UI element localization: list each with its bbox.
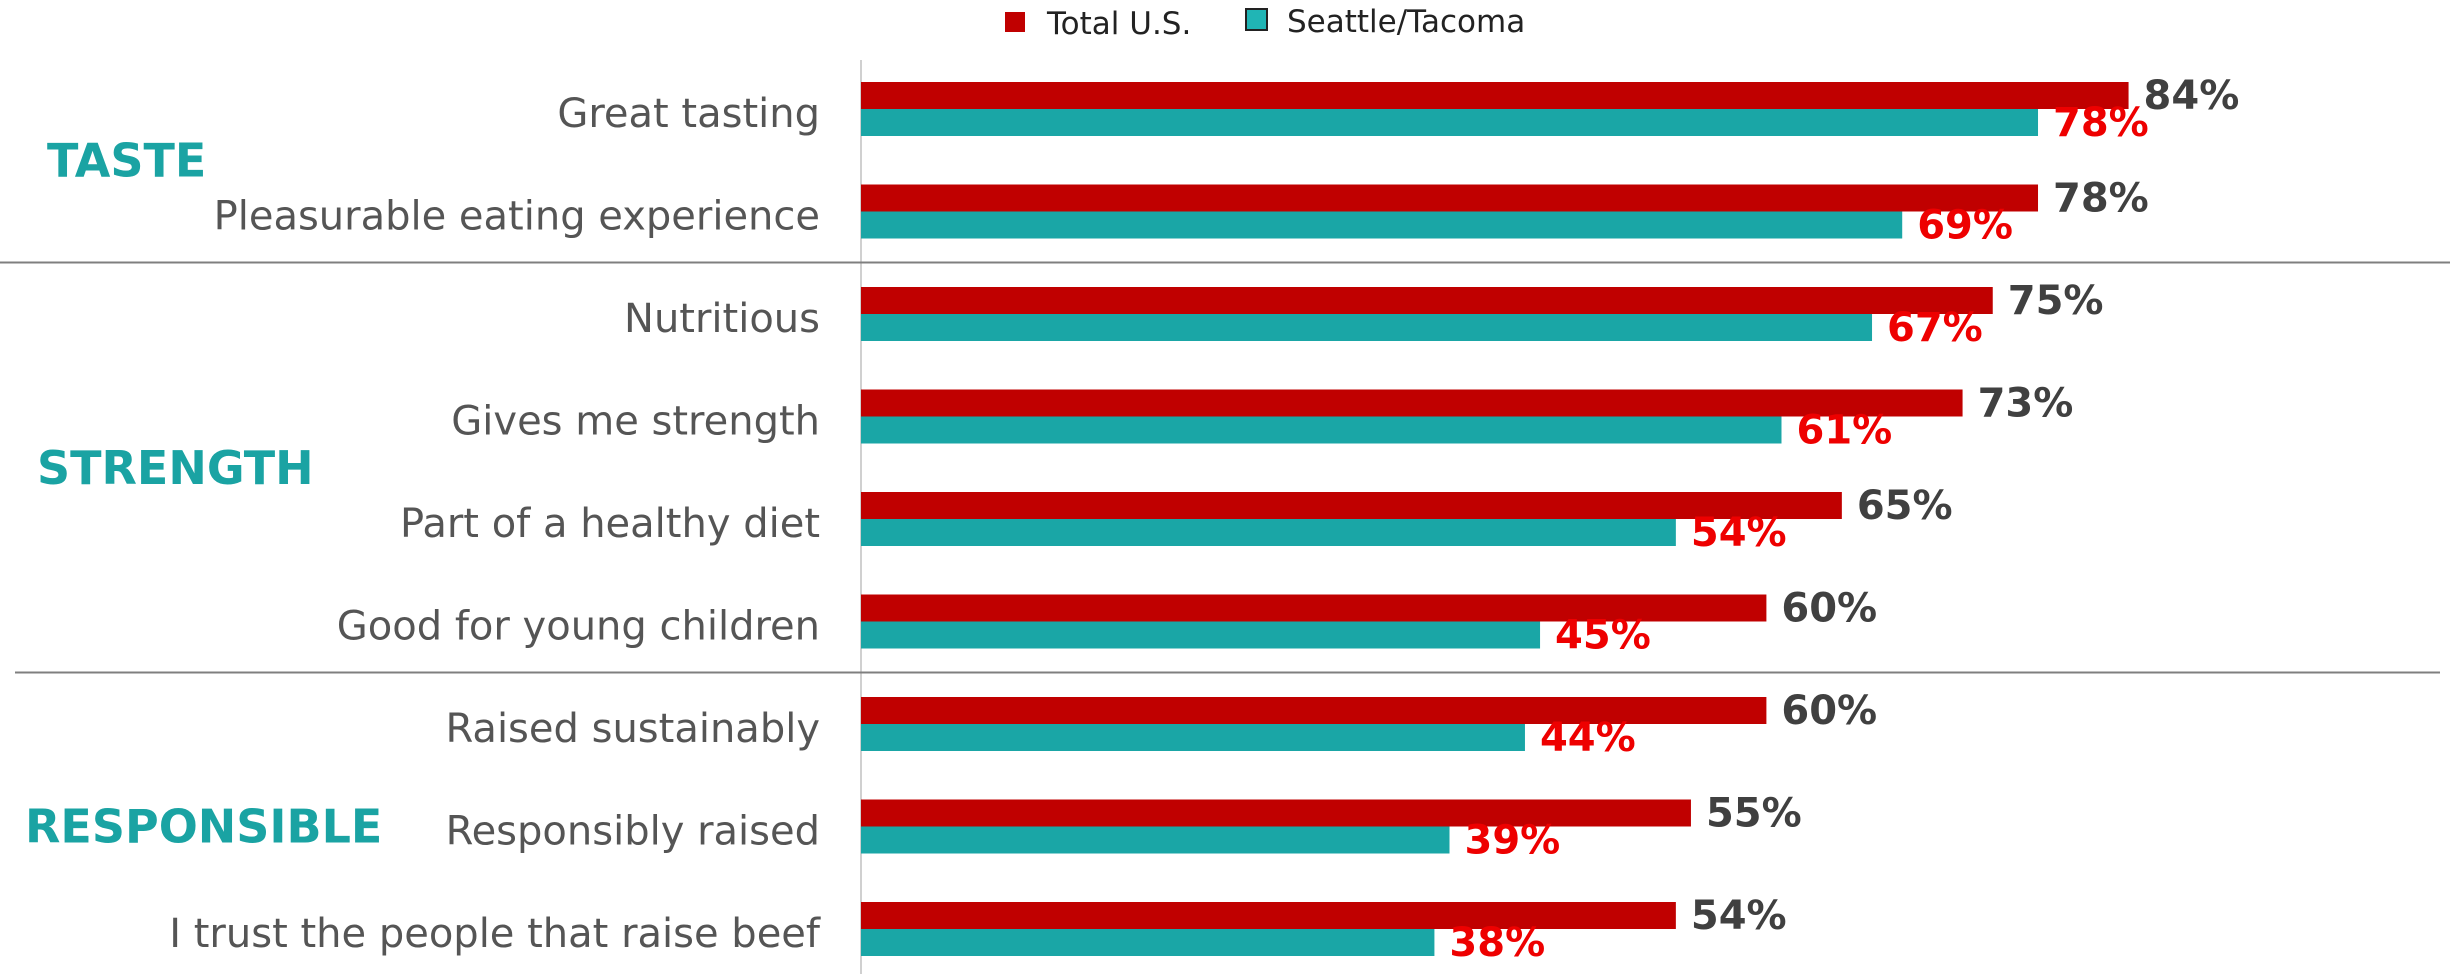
value-label-total: 78% bbox=[2053, 176, 2149, 222]
bar-total-us bbox=[861, 287, 1993, 314]
legend: Total U.S. Seattle/Tacoma bbox=[1005, 4, 1525, 42]
bar-total-us bbox=[861, 697, 1767, 724]
value-label-total: 54% bbox=[1691, 893, 1787, 939]
category-labels: Great tasting Pleasurable eating experien… bbox=[169, 91, 821, 957]
group-dividers bbox=[0, 261, 2450, 674]
value-label-total: 60% bbox=[1781, 586, 1877, 632]
category-label: Raised sustainably bbox=[446, 706, 820, 752]
category-label: Great tasting bbox=[557, 91, 820, 137]
category-label: Pleasurable eating experience bbox=[214, 194, 820, 240]
value-label-seattle: 54% bbox=[1691, 510, 1787, 556]
bar-total-us bbox=[861, 389, 1963, 417]
value-label-total: 60% bbox=[1781, 688, 1877, 734]
bar-seattle-tacoma bbox=[861, 826, 1450, 854]
value-labels: 84%78%78%69%75%67%73%61%65%54%60%45%60%4… bbox=[1449, 73, 2239, 966]
bar-total-us bbox=[861, 184, 2039, 212]
bar-seattle-tacoma bbox=[861, 109, 2039, 136]
value-label-seattle: 44% bbox=[1540, 715, 1636, 761]
bar-seattle-tacoma bbox=[861, 519, 1676, 546]
value-label-seattle: 61% bbox=[1796, 408, 1892, 454]
legend-label-seattle: Seattle/Tacoma bbox=[1287, 4, 1525, 40]
value-label-seattle: 45% bbox=[1555, 613, 1651, 659]
bars bbox=[861, 82, 2129, 956]
category-label: Part of a healthy diet bbox=[400, 501, 820, 547]
bar-seattle-tacoma bbox=[861, 621, 1541, 649]
value-label-total: 55% bbox=[1706, 791, 1802, 837]
category-label: Good for young children bbox=[337, 604, 820, 650]
bar-seattle-tacoma bbox=[861, 314, 1873, 341]
value-label-seattle: 78% bbox=[2053, 100, 2149, 146]
legend-swatch-total bbox=[1005, 12, 1025, 32]
value-label-total: 75% bbox=[2008, 278, 2104, 324]
value-label-total: 65% bbox=[1857, 483, 1953, 529]
bar-seattle-tacoma bbox=[861, 724, 1525, 751]
category-label: I trust the people that raise beef bbox=[169, 911, 821, 957]
bar-seattle-tacoma bbox=[861, 211, 1903, 239]
bar-seattle-tacoma bbox=[861, 416, 1782, 444]
value-label-seattle: 69% bbox=[1917, 203, 2013, 249]
bar-total-us bbox=[861, 799, 1691, 827]
group-labels: TASTE STRENGTH RESPONSIBLE bbox=[25, 133, 382, 853]
bar-total-us bbox=[861, 492, 1842, 519]
group-label: TASTE bbox=[47, 133, 206, 187]
category-label: Responsibly raised bbox=[446, 809, 820, 855]
bar-total-us bbox=[861, 594, 1767, 622]
legend-label-total: Total U.S. bbox=[1046, 6, 1191, 42]
legend-swatch-seattle bbox=[1245, 8, 1268, 31]
category-label: Nutritious bbox=[624, 296, 820, 342]
value-label-seattle: 67% bbox=[1887, 305, 1983, 351]
value-label-total: 84% bbox=[2144, 73, 2240, 119]
bar-total-us bbox=[861, 902, 1676, 929]
category-label: Gives me strength bbox=[451, 399, 820, 445]
value-label-seattle: 39% bbox=[1465, 818, 1561, 864]
bar-seattle-tacoma bbox=[861, 929, 1435, 956]
group-label: STRENGTH bbox=[37, 441, 314, 495]
bar-total-us bbox=[861, 82, 2129, 109]
value-label-seattle: 38% bbox=[1449, 920, 1545, 966]
value-label-total: 73% bbox=[1978, 381, 2074, 427]
group-label: RESPONSIBLE bbox=[25, 800, 382, 854]
